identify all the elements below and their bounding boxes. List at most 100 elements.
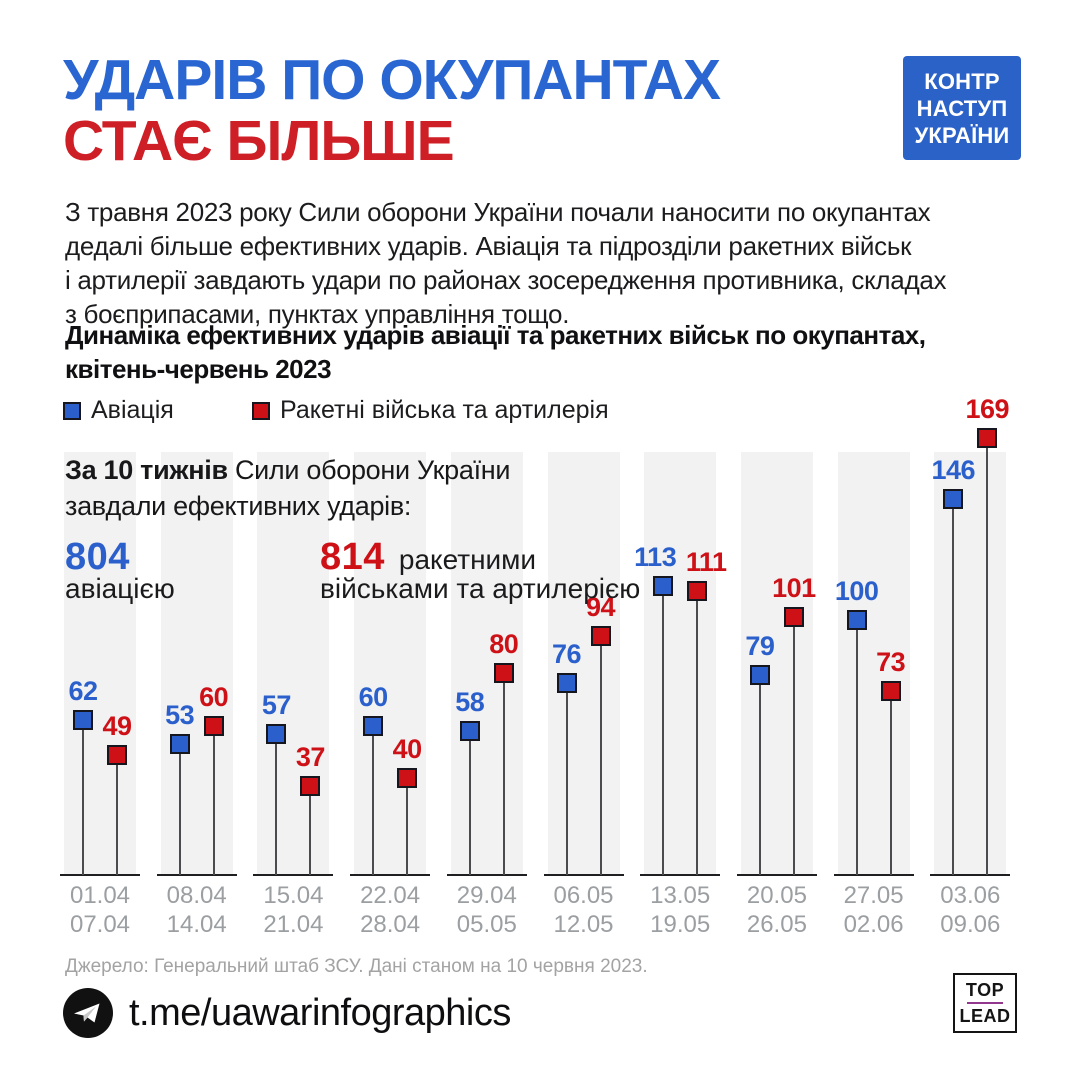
value-label: 40 bbox=[392, 734, 423, 765]
lollipop-marker bbox=[300, 776, 321, 797]
lollipop-stem bbox=[889, 701, 892, 875]
value-label: 80 bbox=[489, 628, 519, 659]
baseline bbox=[446, 874, 527, 876]
lollipop-stem bbox=[309, 796, 312, 875]
lollipop-stem bbox=[406, 788, 409, 875]
summary-lead: За 10 тижнів Сили оборони України завдал… bbox=[65, 452, 510, 524]
lollipop-stem bbox=[275, 743, 278, 875]
week-date-label: 06.05 12.05 bbox=[553, 882, 614, 938]
lollipop-marker bbox=[783, 607, 804, 628]
week-date-label: 15.04 21.04 bbox=[263, 882, 324, 938]
telegram-icon bbox=[63, 988, 113, 1038]
lollipop-marker bbox=[846, 610, 867, 630]
lollipop-marker bbox=[493, 662, 514, 683]
lollipop-marker bbox=[977, 427, 998, 448]
toplead-logo-bottom: LEAD bbox=[959, 1006, 1011, 1026]
lollipop-marker bbox=[556, 673, 577, 694]
week-date-label: 20.05 26.05 bbox=[746, 882, 807, 938]
summary-lead-rest: Сили оборони України bbox=[227, 455, 511, 485]
lollipop-stem bbox=[82, 730, 84, 875]
week-band bbox=[354, 452, 427, 875]
toplead-logo-top: TOP bbox=[965, 980, 1005, 1000]
lollipop-stem bbox=[565, 693, 568, 875]
value-label: 49 bbox=[102, 710, 132, 741]
lollipop-stem bbox=[855, 630, 858, 875]
lollipop-marker bbox=[459, 720, 480, 741]
aviation-total-label: авіацією bbox=[65, 573, 175, 604]
value-label: 94 bbox=[585, 591, 616, 622]
artillery-total-label-line2: військами та артилерією bbox=[320, 573, 641, 604]
value-label: 169 bbox=[965, 393, 1010, 424]
value-label: 37 bbox=[295, 742, 326, 773]
legend-label: Авіація bbox=[91, 396, 174, 424]
legend-label: Ракетні війська та артилерія bbox=[280, 396, 609, 424]
counteroffensive-badge: КОНТР НАСТУП УКРАЇНИ bbox=[903, 56, 1021, 160]
week-band bbox=[740, 452, 813, 875]
summary-lead-line2: завдали ефективних ударів: bbox=[65, 491, 412, 521]
week-date-label: 27.05 02.06 bbox=[843, 882, 904, 938]
week-date-label: 01.04 07.04 bbox=[69, 882, 131, 938]
toplead-logo-divider bbox=[967, 1002, 1003, 1004]
value-label: 73 bbox=[876, 647, 906, 678]
lollipop-marker bbox=[687, 580, 708, 601]
lollipop-stem bbox=[178, 754, 181, 875]
artillery-legend-swatch-icon bbox=[252, 401, 270, 420]
lollipop-marker bbox=[653, 575, 674, 596]
source-note: Джерело: Генеральний штаб ЗСУ. Дані стан… bbox=[65, 956, 648, 977]
week-date-label: 03.06 09.06 bbox=[940, 882, 1001, 938]
page-title-line2: СТАЄ БІЛЬШЕ bbox=[63, 109, 455, 173]
week-date-label: 29.04 05.05 bbox=[456, 882, 517, 938]
lollipop-stem bbox=[696, 600, 699, 875]
badge-line: КОНТР bbox=[924, 68, 1000, 94]
lollipop-stem bbox=[599, 645, 602, 875]
lollipop-stem bbox=[986, 447, 989, 875]
baseline bbox=[930, 874, 1011, 876]
baseline bbox=[253, 874, 334, 876]
artillery-total-row: 814 ракетними bbox=[320, 536, 536, 579]
baseline bbox=[350, 874, 431, 876]
week-date-label: 22.04 28.04 bbox=[360, 882, 421, 938]
artillery-total-label-line1: ракетними bbox=[398, 544, 537, 575]
value-label: 76 bbox=[551, 639, 582, 670]
week-date-label: 13.05 19.05 bbox=[650, 882, 711, 938]
intro-paragraph: З травня 2023 року Сили оборони України … bbox=[65, 197, 947, 329]
page-title-line1: УДАРІВ ПО ОКУПАНТАХ bbox=[63, 48, 721, 112]
week-band bbox=[837, 452, 910, 875]
value-label: 60 bbox=[199, 681, 229, 712]
legend-item-artillery: Ракетні війська та артилерія bbox=[252, 396, 609, 425]
aviation-total-number: 804 bbox=[65, 536, 130, 578]
lollipop-marker bbox=[169, 734, 190, 755]
week-band bbox=[64, 452, 136, 875]
lollipop-marker bbox=[363, 715, 384, 736]
week-band bbox=[547, 452, 620, 875]
value-label: 101 bbox=[772, 573, 816, 604]
lollipop-marker bbox=[943, 488, 964, 509]
week-band bbox=[257, 452, 330, 875]
summary-lead-bold: За 10 тижнів bbox=[65, 455, 228, 485]
baseline bbox=[156, 874, 237, 876]
lollipop-marker bbox=[749, 665, 770, 686]
lollipop-stem bbox=[212, 735, 215, 875]
value-label: 79 bbox=[745, 631, 775, 662]
value-label: 58 bbox=[455, 686, 485, 717]
lollipop-marker bbox=[880, 681, 901, 702]
week-band bbox=[644, 452, 717, 875]
artillery-total-number: 814 bbox=[320, 536, 385, 578]
lollipop-stem bbox=[758, 685, 761, 875]
toplead-logo: TOP LEAD bbox=[953, 973, 1017, 1033]
value-label: 146 bbox=[931, 454, 976, 485]
telegram-link[interactable]: t.me/uawarinfographics bbox=[63, 988, 511, 1038]
badge-line: УКРАЇНИ bbox=[914, 122, 1010, 148]
lollipop-marker bbox=[590, 625, 611, 646]
aviation-legend-swatch-icon bbox=[63, 401, 81, 420]
legend-item-aviation: Авіація bbox=[63, 396, 174, 425]
telegram-handle: t.me/uawarinfographics bbox=[129, 991, 511, 1034]
value-label: 100 bbox=[834, 576, 879, 606]
value-label: 53 bbox=[165, 700, 195, 731]
week-date-label: 08.04 14.04 bbox=[166, 882, 227, 938]
lollipop-marker bbox=[203, 715, 224, 736]
baseline bbox=[833, 874, 914, 876]
lollipop-marker bbox=[73, 710, 93, 731]
baseline bbox=[736, 874, 817, 876]
